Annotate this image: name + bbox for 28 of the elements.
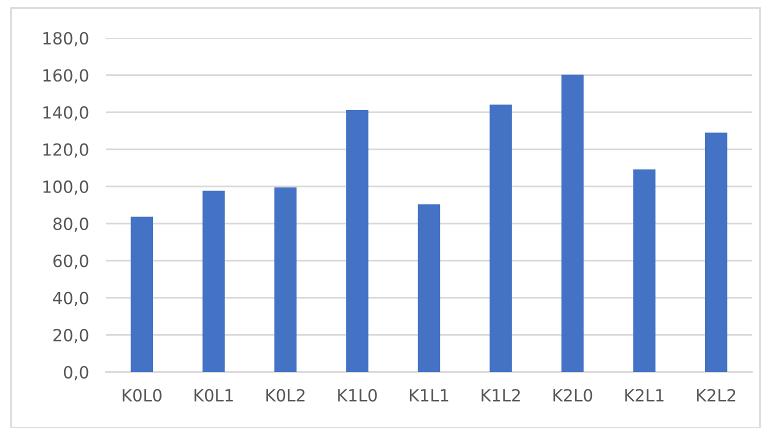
bar	[418, 204, 440, 372]
x-tick-label: K0L0	[122, 388, 162, 402]
x-tick-label: K1L0	[338, 388, 377, 402]
x-tick-label: K2L0	[553, 388, 592, 402]
y-tick-label: 20,0	[53, 328, 88, 344]
bar	[704, 132, 728, 372]
y-tick-label: 180,0	[43, 32, 88, 46]
y-tick-label: 40,0	[53, 292, 88, 306]
y-tick-label: 100,0	[43, 180, 88, 195]
bar	[346, 110, 368, 372]
y-tick-label: 60,0	[53, 254, 88, 269]
y-tick-label: 140,0	[43, 106, 88, 120]
bar	[274, 187, 297, 372]
y-tick-label: 160,0	[43, 69, 88, 84]
x-tick-label: K1L1	[410, 389, 448, 402]
x-tick-label: K2L1	[625, 388, 664, 402]
x-tick-label: K0L1	[194, 388, 233, 402]
bar	[202, 190, 225, 372]
bar	[561, 74, 584, 372]
y-tick-label: 0,0	[64, 366, 88, 380]
x-tick-label: K1L2	[482, 388, 520, 402]
bar	[490, 104, 512, 372]
x-tick-label: K0L2	[266, 388, 304, 402]
bar	[130, 216, 154, 372]
x-tick-label: K2L2	[697, 388, 736, 402]
bar	[633, 169, 656, 372]
y-tick-label: 80,0	[53, 218, 88, 232]
y-tick-label: 120,0	[43, 143, 88, 158]
